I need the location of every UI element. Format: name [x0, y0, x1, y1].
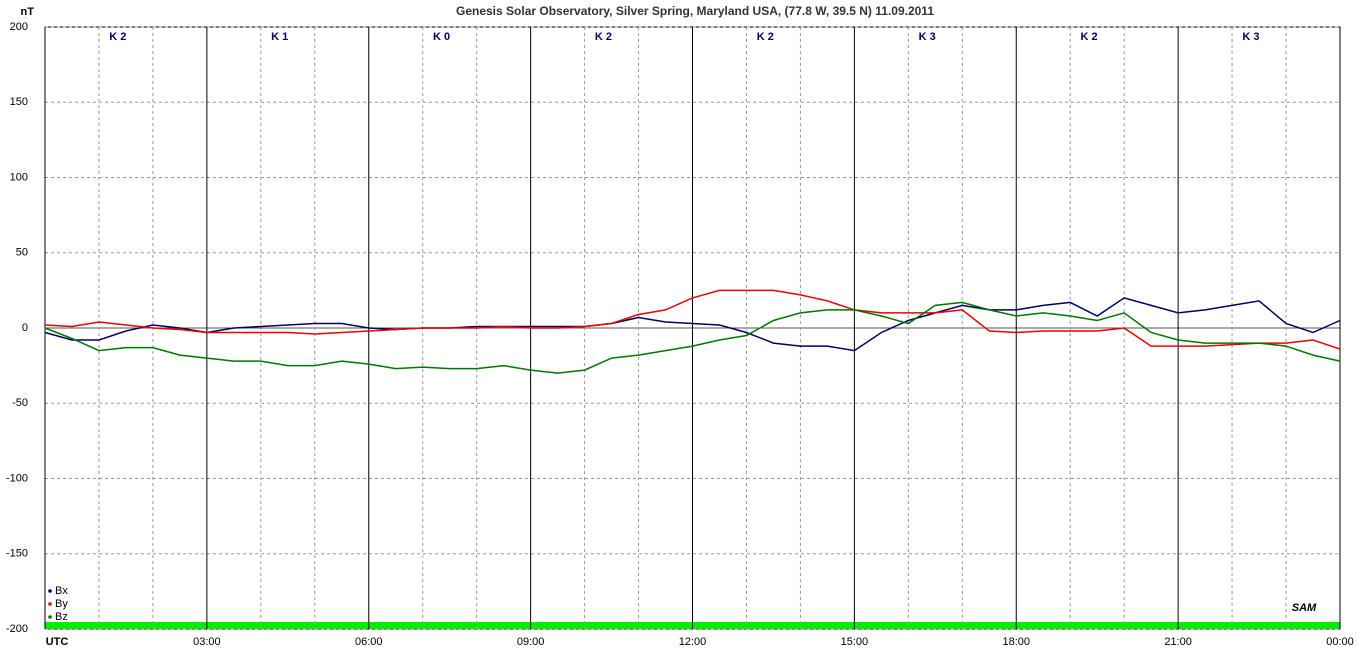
y-tick-label: 150: [10, 96, 28, 108]
y-tick-label: -50: [12, 397, 28, 409]
k-index-label: K 3: [919, 31, 936, 43]
legend-label: Bx: [55, 585, 68, 597]
x-tick-label: UTC: [46, 636, 69, 648]
legend-marker: [48, 589, 52, 593]
legend-marker: [48, 602, 52, 606]
x-tick-label: 09:00: [517, 636, 545, 648]
y-tick-label: 100: [10, 171, 28, 183]
chart-title: Genesis Solar Observatory, Silver Spring…: [456, 4, 934, 18]
x-tick-label: 06:00: [355, 636, 383, 648]
k-index-label: K 2: [595, 31, 612, 43]
y-tick-label: 50: [16, 247, 28, 259]
legend-marker: [48, 615, 52, 619]
series-line: [44, 297, 1341, 352]
k-index-label: K 2: [109, 31, 126, 43]
legend-label: Bz: [55, 611, 68, 623]
series-line: [44, 301, 1341, 374]
y-tick-label: -200: [6, 623, 28, 635]
y-axis-label: nT: [21, 6, 35, 18]
k-index-label: K 0: [433, 31, 450, 43]
y-tick-label: -100: [6, 472, 28, 484]
y-tick-label: 200: [10, 21, 28, 33]
x-tick-label: 15:00: [841, 636, 869, 648]
y-tick-label: -150: [6, 548, 28, 560]
y-tick-label: 0: [22, 322, 28, 334]
x-tick-label: 18:00: [1002, 636, 1030, 648]
x-tick-label: 21:00: [1164, 636, 1192, 648]
logo: SAM: [1292, 602, 1317, 614]
k-index-label: K 2: [1081, 31, 1098, 43]
x-tick-label: 00:00: [1326, 636, 1354, 648]
k-index-label: K 1: [271, 31, 288, 43]
x-tick-label: 12:00: [679, 636, 707, 648]
series-line: [44, 289, 1341, 350]
k-index-label: K 3: [1242, 31, 1259, 43]
k-index-label: K 2: [757, 31, 774, 43]
legend-label: By: [55, 598, 68, 610]
x-tick-label: 03:00: [193, 636, 221, 648]
